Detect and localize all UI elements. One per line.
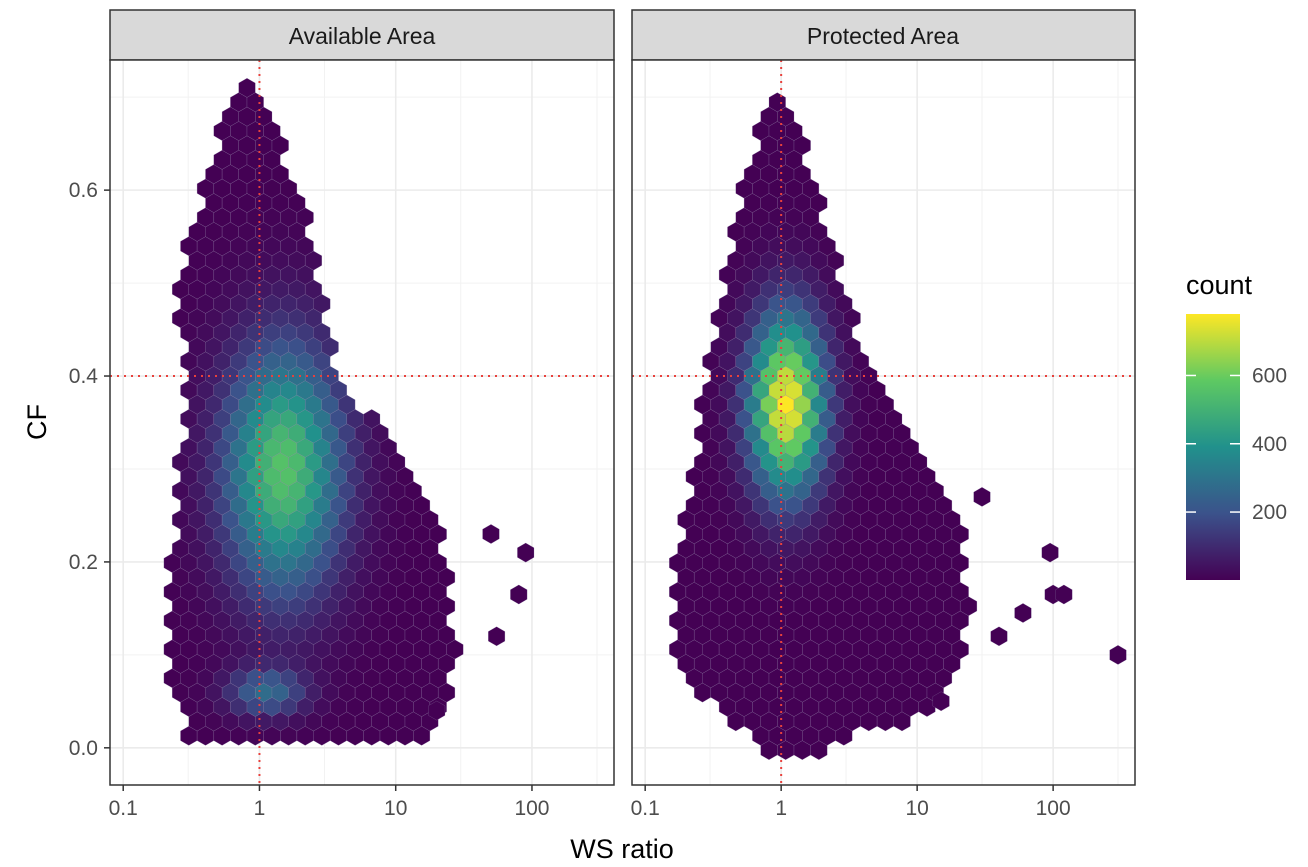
panel-border-available xyxy=(109,59,615,786)
hexbin-cell xyxy=(482,524,500,544)
legend: count 200 400 600 xyxy=(1186,270,1287,580)
hexbin-cell xyxy=(510,584,528,605)
panel-strip-available xyxy=(109,9,615,61)
y-tick-label: 0.4 xyxy=(69,365,99,388)
hexbin-cell xyxy=(768,92,786,113)
x-tick-label: 0.1 xyxy=(109,797,138,820)
panel-border-protected xyxy=(631,59,1136,786)
panel-title-available: Available Area xyxy=(289,23,436,49)
hexbin-cell xyxy=(1055,584,1073,605)
panel-title-protected: Protected Area xyxy=(807,23,959,49)
legend-title: count xyxy=(1186,270,1253,300)
hexbin-cell xyxy=(428,700,446,721)
legend-colorbar xyxy=(1186,314,1240,580)
hexbin-cell xyxy=(990,626,1008,647)
hexbin-cell xyxy=(488,626,506,647)
reference-lines-available xyxy=(110,60,614,785)
x-axis-ticks-protected: 0.1 1 10 100 xyxy=(631,785,1071,820)
hexbin-cell xyxy=(973,487,991,507)
y-tick-label: 0.0 xyxy=(69,737,98,760)
y-axis-title: CF xyxy=(22,404,52,440)
x-tick-label: 1 xyxy=(775,797,787,820)
x-tick-label: 1 xyxy=(254,797,266,820)
panel-protected-area: Protected Area 0.1 1 10 100 xyxy=(631,9,1136,820)
y-tick-label: 0.2 xyxy=(69,551,98,574)
hexbins-protected xyxy=(669,92,1127,761)
panel-available-area: Available Area 0.1 1 10 100 xyxy=(109,9,615,820)
x-tick-label: 0.1 xyxy=(631,797,660,820)
hexbin-cell xyxy=(1014,603,1032,623)
y-tick-label: 0.6 xyxy=(69,179,98,202)
panel-strip-protected xyxy=(631,9,1136,61)
x-tick-label: 100 xyxy=(514,797,549,820)
hexbin-cell xyxy=(517,542,535,563)
reference-lines-protected xyxy=(632,60,1135,785)
hexbin-cell xyxy=(1109,645,1127,665)
hexbin-cell xyxy=(238,77,256,98)
legend-ticks: 200 400 600 xyxy=(1186,364,1287,524)
legend-tick-label: 200 xyxy=(1252,501,1287,524)
x-tick-label: 10 xyxy=(384,797,407,820)
x-tick-label: 100 xyxy=(1036,797,1071,820)
hexbin-cell xyxy=(363,409,381,429)
legend-tick-label: 600 xyxy=(1252,364,1287,387)
hexbin-cell xyxy=(932,691,950,712)
x-axis-title: WS ratio xyxy=(570,834,674,864)
x-axis-ticks-available: 0.1 1 10 100 xyxy=(109,785,549,820)
x-tick-label: 10 xyxy=(905,797,928,820)
y-axis-ticks: 0.0 0.2 0.4 0.6 xyxy=(69,179,110,760)
legend-tick-label: 400 xyxy=(1252,433,1287,456)
hexbins-available xyxy=(163,77,535,746)
hexbin-cell xyxy=(1041,542,1059,563)
